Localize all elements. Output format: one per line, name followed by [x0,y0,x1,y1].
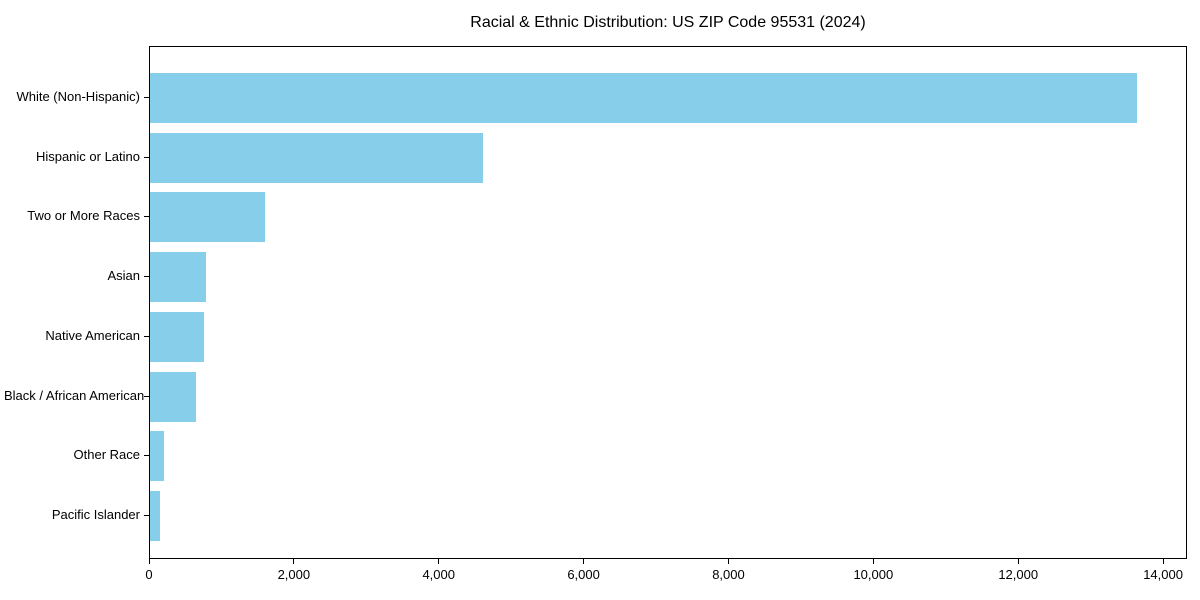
x-axis-tick-label: 6,000 [567,567,600,582]
bar [150,132,484,183]
y-axis-tick-mark [144,97,149,98]
bar [150,73,1137,123]
y-axis-tick-mark [144,276,149,278]
x-axis-tick-mark [148,559,150,564]
x-axis-tick-label: 14,000 [1143,567,1183,582]
bar [150,431,165,482]
x-axis-tick-label: 12,000 [998,567,1039,582]
y-axis-label: Pacific Islander [51,506,140,522]
y-axis-tick-mark [144,216,149,218]
bar [150,252,207,303]
y-axis-tick-mark [144,514,149,516]
y-axis-tick-mark [144,335,149,337]
x-axis-tick-mark [293,559,295,564]
y-axis-label: Two or More Races [27,208,140,224]
x-axis-tick-mark [1162,559,1164,564]
x-axis-tick-mark [438,559,440,564]
bar [150,371,196,422]
y-axis-label: Black / African American [4,387,145,403]
x-axis-tick-mark [727,559,729,564]
plot-area [149,46,1187,559]
y-axis-label: Other Race [73,447,140,463]
y-axis-tick-mark [144,156,149,158]
y-axis-label: Hispanic or Latino [35,148,140,164]
bar [150,192,266,243]
x-axis-tick-mark [583,559,585,564]
bar [150,490,161,541]
bars-layer [150,47,1186,558]
y-axis-tick-mark [144,395,149,397]
x-axis-tick-label: 0 [145,567,153,582]
x-axis-tick-label: 2,000 [277,567,311,582]
y-axis-label: Asian [107,268,140,284]
chart-title: Racial & Ethnic Distribution: US ZIP Cod… [470,14,866,31]
bar [150,311,204,362]
x-axis-tick-label: 4,000 [422,567,455,582]
x-axis-tick-mark [872,559,874,564]
x-axis-tick-mark [1017,559,1019,564]
y-axis-label: Native American [45,327,140,343]
y-axis-tick-mark [144,455,149,457]
x-axis-tick-label: 10,000 [853,567,894,582]
y-axis-label: White (Non-Hispanic) [16,89,140,104]
x-axis-tick-label: 8,000 [712,567,745,582]
